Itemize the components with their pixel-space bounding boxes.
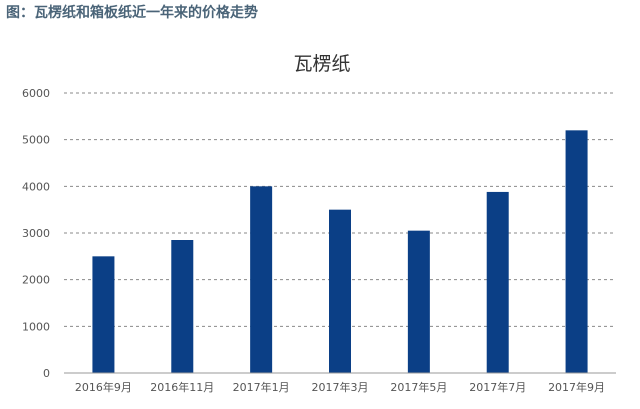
y-axis-tick-labels: 0 1000 2000 3000 4000 5000 6000 xyxy=(22,87,50,380)
y-tick-label: 1000 xyxy=(22,320,50,333)
bar xyxy=(250,186,273,373)
x-tick-label: 2017年3月 xyxy=(312,380,369,394)
x-tick-label: 2016年11月 xyxy=(150,380,214,394)
y-tick-label: 0 xyxy=(43,367,50,380)
bar xyxy=(92,256,115,373)
x-tick-label: 2017年1月 xyxy=(233,380,290,394)
y-tick-label: 2000 xyxy=(22,274,50,287)
x-tick-label: 2017年7月 xyxy=(469,380,526,394)
y-tick-label: 5000 xyxy=(22,134,50,147)
bars xyxy=(92,130,588,373)
x-tick-label: 2016年9月 xyxy=(75,380,132,394)
bar xyxy=(486,191,509,373)
y-tick-label: 4000 xyxy=(22,180,50,193)
x-tick-label: 2017年5月 xyxy=(390,380,447,394)
bar xyxy=(171,240,194,373)
x-axis-tick-labels: 2016年9月 2016年11月 2017年1月 2017年3月 2017年5月 2017… xyxy=(75,380,605,394)
chart-title: 瓦楞纸 xyxy=(293,53,350,75)
x-tick-label: 2017年9月 xyxy=(548,380,605,394)
figure-heading: 图：瓦楞纸和箱板纸近一年来的价格走势 xyxy=(6,5,258,21)
bar xyxy=(407,230,430,373)
bar xyxy=(565,130,588,373)
y-tick-label: 6000 xyxy=(22,87,50,100)
bar xyxy=(329,209,351,373)
y-tick-label: 3000 xyxy=(22,227,50,240)
